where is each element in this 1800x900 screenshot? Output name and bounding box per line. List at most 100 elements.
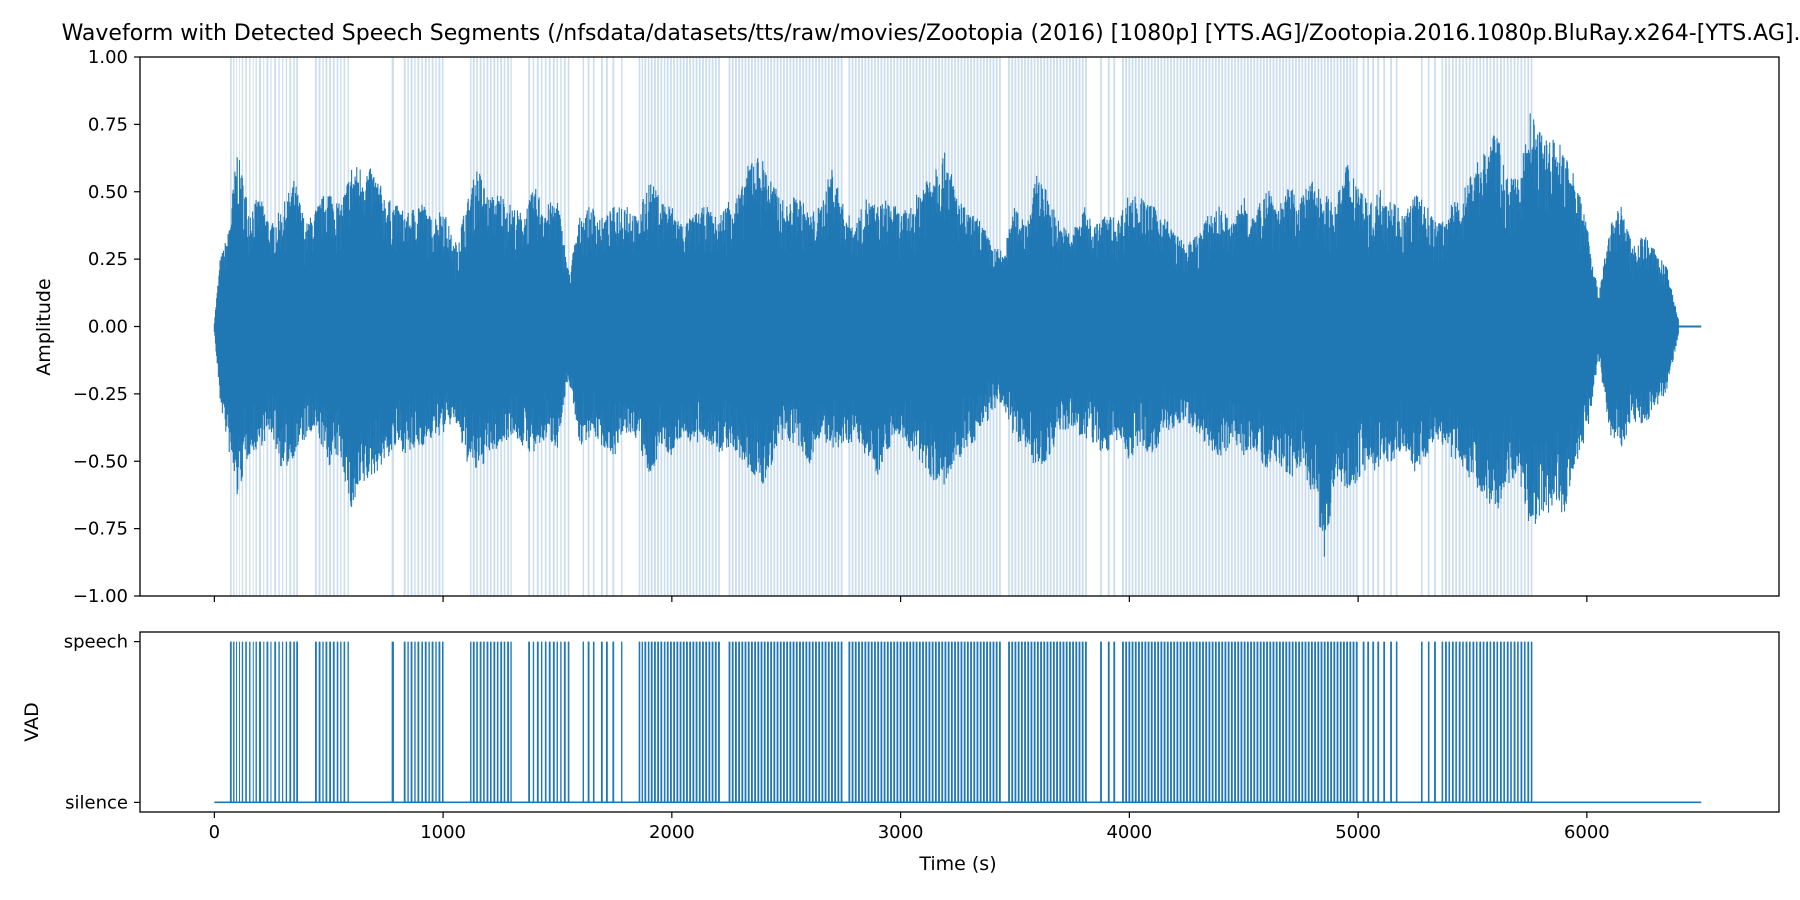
- vad-speech-segment-299: [1451, 641, 1454, 803]
- vad-speech-segment-201: [1062, 641, 1065, 803]
- vad-speech-segment-140: [861, 641, 864, 803]
- vad-speech-segment-107: [750, 641, 753, 803]
- vad-speech-segment-256: [1262, 641, 1265, 803]
- vad-x-tick-label: 2000: [649, 822, 695, 843]
- vad-speech-segment-129: [821, 641, 824, 803]
- vad-speech-segment-221: [1150, 641, 1153, 803]
- vad-speech-segment-68: [587, 641, 590, 803]
- vad-speech-segment-236: [1198, 641, 1201, 803]
- vad-speech-segment-147: [883, 641, 886, 803]
- vad-speech-segment-91: [692, 641, 695, 803]
- vad-speech-segment-313: [1499, 641, 1502, 803]
- vad-speech-segment-285: [1355, 641, 1358, 803]
- vad-speech-segment-205: [1075, 641, 1078, 803]
- vad-speech-segment-10: [263, 641, 265, 803]
- vad-speech-segment-248: [1237, 641, 1240, 803]
- vad-speech-segment-243: [1221, 641, 1224, 803]
- vad-speech-segment-171: [960, 641, 963, 803]
- vad-speech-segment-92: [695, 641, 698, 803]
- vad-x-tick-label: 3000: [878, 822, 924, 843]
- vad-speech-segment-202: [1065, 641, 1068, 803]
- vad-speech-segment-72: [612, 641, 615, 803]
- vad-speech-segment-110: [760, 641, 763, 803]
- vad-speech-segment-267: [1298, 641, 1300, 803]
- vad-speech-segment-61: [548, 641, 551, 803]
- vad-speech-segment-300: [1455, 641, 1457, 803]
- vad-speech-segment-277: [1330, 641, 1333, 803]
- vad-speech-segment-254: [1256, 641, 1259, 803]
- vad-speech-segment-207: [1081, 641, 1084, 803]
- vad-speech-segment-232: [1186, 641, 1188, 803]
- vad-speech-segment-119: [789, 641, 792, 803]
- vad-speech-segment-103: [738, 641, 741, 803]
- vad-speech-segment-266: [1294, 641, 1297, 803]
- vad-speech-segment-292: [1395, 641, 1398, 803]
- vad-speech-segment-174: [970, 641, 972, 803]
- vad-speech-segment-261: [1278, 641, 1281, 803]
- vad-speech-segment-220: [1147, 641, 1150, 803]
- vad-speech-segment-28: [343, 641, 346, 803]
- vad-speech-segment-102: [734, 641, 737, 803]
- vad-speech-segment-250: [1243, 641, 1246, 803]
- vad-speech-segment-188: [1020, 641, 1023, 803]
- vad-speech-segment-89: [686, 641, 688, 803]
- vad-speech-segment-271: [1310, 641, 1313, 803]
- vad-speech-segment-179: [986, 641, 988, 803]
- waveform-line: [213, 113, 1679, 557]
- vad-speech-segment-182: [995, 641, 998, 803]
- vad-speech-segment-65: [563, 641, 566, 803]
- vad-speech-segment-272: [1314, 641, 1317, 803]
- vad-speech-segment-152: [899, 641, 902, 803]
- vad-speech-segment-157: [915, 641, 918, 803]
- vad-speech-segment-163: [934, 641, 937, 803]
- vad-speech-segment-204: [1072, 641, 1074, 803]
- vad-speech-segment-75: [641, 641, 644, 803]
- vad-speech-segment-231: [1182, 641, 1185, 803]
- vad-speech-segment-112: [767, 641, 769, 803]
- vad-speech-segment-276: [1326, 641, 1329, 803]
- vad-speech-segment-74: [638, 641, 641, 803]
- vad-speech-segment-230: [1179, 641, 1182, 803]
- vad-speech-segment-149: [890, 641, 892, 803]
- vad-speech-segment-166: [944, 641, 947, 803]
- vad-speech-segment-288: [1372, 641, 1375, 803]
- vad-speech-segment-0: [229, 641, 232, 803]
- vad-speech-segment-162: [931, 641, 934, 803]
- waveform-x-ticks: [213, 596, 1588, 602]
- vad-speech-segment-48: [486, 641, 489, 803]
- vad-speech-segment-11: [266, 641, 269, 803]
- vad-speech-segment-284: [1352, 641, 1355, 803]
- vad-speech-segment-237: [1202, 641, 1204, 803]
- vad-speech-segment-137: [851, 641, 854, 803]
- vad-x-tick-label: 6000: [1564, 822, 1610, 843]
- vad-speech-segment-181: [992, 641, 995, 803]
- vad-speech-segment-86: [676, 641, 679, 803]
- vad-speech-segment-71: [605, 641, 608, 803]
- vad-speech-segment-101: [731, 641, 734, 803]
- vad-speech-segment-305: [1472, 641, 1475, 803]
- vad-speech-segment-234: [1192, 641, 1195, 803]
- vad-speech-segment-217: [1138, 641, 1140, 803]
- vad-speech-segment-286: [1362, 641, 1365, 803]
- vad-speech-segment-216: [1134, 641, 1137, 803]
- vad-speech-segment-161: [928, 641, 931, 803]
- vad-speech-segment-196: [1046, 641, 1049, 803]
- vad-speech-segment-159: [922, 641, 924, 803]
- vad-speech-segment-31: [403, 641, 406, 803]
- vad-speech-segment-93: [698, 641, 701, 803]
- vad-speech-segment-218: [1141, 641, 1144, 803]
- vad-speech-segment-165: [941, 641, 944, 803]
- vad-speech-segment-251: [1246, 641, 1249, 803]
- vad-speech-segment-120: [792, 641, 795, 803]
- vad-speech-segment-37: [424, 641, 427, 803]
- vad-speech-segment-16: [285, 641, 288, 803]
- vad-speech-segment-318: [1517, 641, 1519, 803]
- waveform-layer: [213, 113, 1702, 557]
- vad-speech-segment-69: [592, 641, 595, 803]
- vad-speech-segment-60: [544, 641, 547, 803]
- vad-speech-segment-35: [417, 641, 420, 803]
- vad-speech-segment-43: [470, 641, 472, 803]
- vad-speech-segment-127: [815, 641, 817, 803]
- vad-speech-segment-104: [741, 641, 744, 803]
- vad-speech-segment-30: [391, 641, 394, 803]
